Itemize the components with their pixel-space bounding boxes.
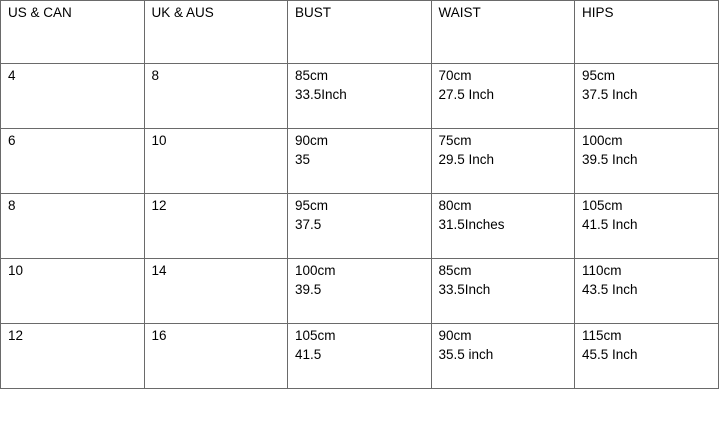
size-value: 10: [151, 133, 167, 148]
size-conversion-table: US & CAN UK & AUS BUST WAIST HIPS 4 8 85…: [0, 0, 719, 389]
cell-bust: 85cm 33.5Inch: [287, 63, 432, 129]
measure-inch: 37.5: [295, 216, 322, 232]
cell-waist: 90cm 35.5 inch: [431, 323, 575, 389]
cell-hips: 110cm 43.5 Inch: [574, 258, 719, 324]
column-header-us-can: US & CAN: [0, 0, 145, 64]
measure-inch: 45.5 Inch: [582, 346, 638, 362]
measure-cm: 100cm: [295, 263, 336, 278]
size-value: 14: [151, 263, 167, 278]
size-value: 12: [8, 328, 24, 343]
measure-cm: 110cm: [582, 263, 622, 278]
cell-us-can: 12: [0, 323, 145, 389]
measure-cm: 100cm: [582, 133, 623, 148]
cell-bust: 100cm 39.5: [287, 258, 432, 324]
measure-cm: 85cm: [295, 68, 329, 83]
measure-inch: 33.5Inch: [438, 281, 491, 297]
cell-hips: 115cm 45.5 Inch: [574, 323, 719, 389]
table-row: 6 10 90cm 35 75cm 29.5 Inch 100cm 39.5 Inch: [0, 128, 719, 194]
cell-uk-aus: 10: [144, 128, 288, 194]
size-value: 8: [8, 198, 16, 213]
cell-uk-aus: 8: [144, 63, 288, 129]
cell-hips: 100cm 39.5 Inch: [574, 128, 719, 194]
cell-hips: 105cm 41.5 Inch: [574, 193, 719, 259]
cell-waist: 70cm 27.5 Inch: [431, 63, 575, 129]
cell-us-can: 10: [0, 258, 145, 324]
measure-inch: 41.5: [295, 346, 322, 362]
measure-inch: 37.5 Inch: [582, 86, 638, 102]
table-row: 12 16 105cm 41.5 90cm 35.5 inch 115cm 45.5 …: [0, 323, 719, 389]
measure-inch: 31.5Inches: [438, 216, 505, 232]
cell-bust: 105cm 41.5: [287, 323, 432, 389]
measure-inch: 27.5 Inch: [438, 86, 495, 102]
table-row: 4 8 85cm 33.5Inch 70cm 27.5 Inch 95cm 37.5 …: [0, 63, 719, 129]
column-header-bust: BUST: [287, 0, 432, 64]
measure-cm: 105cm: [295, 328, 336, 343]
cell-bust: 95cm 37.5: [287, 193, 432, 259]
cell-uk-aus: 14: [144, 258, 288, 324]
measure-inch: 35.5 inch: [438, 346, 494, 362]
measure-cm: 90cm: [295, 133, 329, 148]
measure-inch: 41.5 Inch: [582, 216, 638, 232]
measure-cm: 105cm: [582, 198, 623, 213]
measure-cm: 85cm: [438, 263, 472, 278]
cell-waist: 85cm 33.5Inch: [431, 258, 575, 324]
cell-waist: 80cm 31.5Inches: [431, 193, 575, 259]
measure-inch: 35: [295, 151, 311, 167]
measure-cm: 95cm: [295, 198, 329, 213]
measure-inch: 29.5 Inch: [438, 151, 495, 167]
cell-us-can: 4: [0, 63, 145, 129]
size-value: 4: [8, 68, 16, 83]
measure-cm: 90cm: [438, 328, 472, 343]
column-header-waist: WAIST: [431, 0, 575, 64]
cell-hips: 95cm 37.5 Inch: [574, 63, 719, 129]
column-header-hips: HIPS: [574, 0, 719, 64]
size-value: 12: [151, 198, 167, 213]
measure-cm: 115cm: [582, 328, 622, 343]
measure-cm: 75cm: [438, 133, 472, 148]
cell-uk-aus: 12: [144, 193, 288, 259]
measure-cm: 80cm: [438, 198, 472, 213]
size-value: 10: [8, 263, 24, 278]
cell-uk-aus: 16: [144, 323, 288, 389]
measure-cm: 70cm: [438, 68, 472, 83]
size-value: 6: [8, 133, 16, 148]
table-row: 8 12 95cm 37.5 80cm 31.5Inches 105cm 41.5 I…: [0, 193, 719, 259]
table-header-row: US & CAN UK & AUS BUST WAIST HIPS: [0, 0, 719, 64]
measure-inch: 43.5 Inch: [582, 281, 638, 297]
size-value: 8: [151, 68, 160, 83]
size-value: 16: [151, 328, 167, 343]
measure-inch: 39.5 Inch: [582, 151, 638, 167]
measure-inch: 39.5: [295, 281, 322, 297]
measure-inch: 33.5Inch: [295, 86, 347, 102]
cell-us-can: 8: [0, 193, 145, 259]
cell-bust: 90cm 35: [287, 128, 432, 194]
column-header-uk-aus: UK & AUS: [144, 0, 288, 64]
table-row: 10 14 100cm 39.5 85cm 33.5Inch 110cm 43.5 I…: [0, 258, 719, 324]
cell-waist: 75cm 29.5 Inch: [431, 128, 575, 194]
measure-cm: 95cm: [582, 68, 616, 83]
cell-us-can: 6: [0, 128, 145, 194]
